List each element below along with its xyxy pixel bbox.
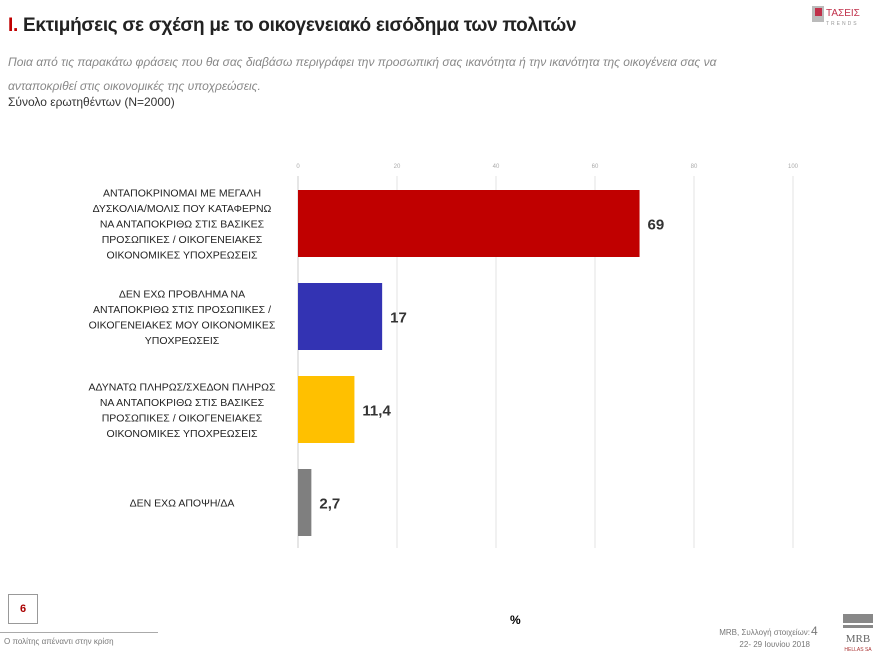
x-tick-label: 0 [296, 164, 300, 170]
title-text: Εκτιμήσεις σε σχέση με το οικογενειακό ε… [17, 15, 577, 36]
category-label: ΔΥΣΚΟΛΙΑ/ΜΟΛΙΣ ΠΟΥ ΚΑΤΑΦΕΡΝΩ [93, 203, 272, 215]
svg-text:HELLAS SA: HELLAS SA [844, 647, 872, 653]
bar [298, 469, 312, 536]
bar-chart: 0 20 40 60 80 100 69 ΑΝΤΑΠΟΚΡΙΝΟΜΑΙ ΜΕ ΜΕΓΑΛΗ ΔΥ… [89, 164, 799, 548]
value-label: 2,7 [319, 496, 340, 513]
value-label: 69 [648, 217, 665, 234]
category-label: ΠΡΟΣΩΠΙΚΕΣ / ΟΙΚΟΓΕΝΕΙΑΚΕΣ [102, 412, 263, 424]
sample-base: Σύνολο ερωτηθέντων (N=2000) [8, 95, 175, 109]
x-tick-label: 20 [394, 164, 401, 170]
bar [298, 283, 383, 350]
svg-text:MRB: MRB [846, 633, 870, 645]
category-label: ΠΡΟΣΩΠΙΚΕΣ / ΟΙΚΟΓΕΝΕΙΑΚΕΣ [102, 234, 263, 246]
category-label: ΔΕΝ ΕΧΩ ΠΡΟΒΛΗΜΑ ΝΑ [119, 288, 245, 300]
value-label: 11,4 [362, 403, 391, 420]
footer-section: Ο πολίτης απέναντι στην κρίση [4, 637, 114, 646]
category-label: ΑΝΤΑΠΟΚΡΙΘΩ ΣΤΙΣ ΠΡΟΣΩΠΙΚΕΣ / [93, 304, 271, 316]
source-line-2: 22- 29 Ιουνίου 2018 [739, 640, 810, 649]
footer-divider [0, 632, 158, 633]
taseis-logo: ΤΑΣΕΙΣ TRENDS [812, 6, 860, 27]
bar [298, 190, 640, 257]
category-label: ΟΙΚΟΓΕΝΕΙΑΚΕΣ ΜΟΥ ΟΙΚΟΝΟΜΙΚΕΣ [89, 319, 276, 331]
x-tick-label: 100 [788, 164, 799, 170]
title-number: Ι. [8, 15, 18, 36]
x-axis-label: % [510, 613, 521, 627]
value-label: 17 [390, 310, 407, 327]
category-label: ΔΕΝ ΕΧΩ ΑΠΟΨΗ/ΔΑ [130, 498, 235, 510]
page-number: 4 [811, 624, 818, 638]
category-label: ΝΑ ΑΝΤΑΠΟΚΡΙΘΩ ΣΤΙΣ ΒΑΣΙΚΕΣ [100, 219, 265, 231]
bar [298, 376, 355, 443]
x-tick-label: 80 [691, 164, 698, 170]
svg-text:TRENDS: TRENDS [826, 21, 859, 27]
source-line-1: MRB, Συλλογή στοιχείων: [719, 628, 810, 637]
page-title: Ι. Εκτιμήσεις σε σχέση με το οικογενειακ… [8, 15, 577, 37]
category-label: ΝΑ ΑΝΤΑΠΟΚΡΙΘΩ ΣΤΙΣ ΒΑΣΙΚΕΣ [100, 397, 265, 409]
mrb-logo: MRB HELLAS SA [843, 614, 873, 653]
category-label: ΑΝΤΑΠΟΚΡΙΝΟΜΑΙ ΜΕ ΜΕΓΑΛΗ [103, 188, 261, 200]
category-label: ΥΠΟΧΡΕΩΣΕΙΣ [145, 335, 220, 347]
svg-text:ΤΑΣΕΙΣ: ΤΑΣΕΙΣ [826, 8, 860, 19]
category-label: ΑΔΥΝΑΤΩ ΠΛΗΡΩΣ/ΣΧΕΔΟΝ ΠΛΗΡΩΣ [89, 381, 276, 393]
category-label: ΟΙΚΟΝΟΜΙΚΕΣ ΥΠΟΧΡΕΩΣΕΙΣ [106, 250, 258, 262]
question-text: Ποια από τις παρακάτω φράσεις που θα σας… [8, 55, 717, 93]
category-label: ΟΙΚΟΝΟΜΙΚΕΣ ΥΠΟΧΡΕΩΣΕΙΣ [106, 428, 258, 440]
x-tick-label: 60 [592, 164, 599, 170]
page-box: 6 [8, 594, 38, 624]
x-tick-label: 40 [493, 164, 500, 170]
